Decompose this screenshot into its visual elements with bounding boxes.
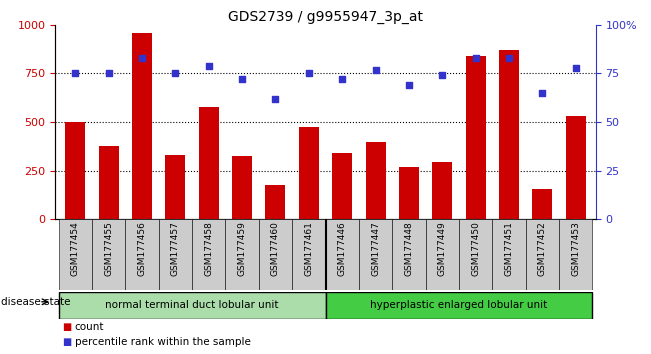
Point: [537, 90, 547, 96]
Point: [104, 70, 114, 76]
Text: GSM177459: GSM177459: [238, 222, 247, 276]
Bar: [332, 153, 352, 219]
Text: GSM177457: GSM177457: [171, 222, 180, 276]
Text: GSM177453: GSM177453: [571, 222, 580, 276]
Text: normal terminal duct lobular unit: normal terminal duct lobular unit: [105, 300, 279, 310]
FancyBboxPatch shape: [59, 219, 92, 290]
FancyBboxPatch shape: [259, 219, 292, 290]
Point: [270, 96, 281, 102]
FancyBboxPatch shape: [492, 219, 525, 290]
Point: [337, 76, 348, 82]
Text: GSM177455: GSM177455: [104, 222, 113, 276]
Bar: [165, 155, 186, 219]
Point: [404, 82, 414, 88]
Bar: [465, 56, 486, 219]
Point: [70, 70, 81, 76]
Point: [237, 76, 247, 82]
Text: disease state: disease state: [1, 297, 71, 307]
FancyBboxPatch shape: [59, 292, 326, 319]
FancyBboxPatch shape: [326, 292, 592, 319]
Bar: [199, 107, 219, 219]
Bar: [65, 122, 85, 219]
FancyBboxPatch shape: [292, 219, 326, 290]
Bar: [566, 116, 586, 219]
Text: percentile rank within the sample: percentile rank within the sample: [75, 337, 251, 347]
Point: [303, 70, 314, 76]
FancyBboxPatch shape: [559, 219, 592, 290]
Bar: [499, 50, 519, 219]
Text: GSM177452: GSM177452: [538, 222, 547, 276]
FancyBboxPatch shape: [459, 219, 492, 290]
Text: GSM177458: GSM177458: [204, 222, 214, 276]
Point: [170, 70, 180, 76]
Text: GSM177460: GSM177460: [271, 222, 280, 276]
Text: GSM177454: GSM177454: [71, 222, 80, 276]
Text: GSM177451: GSM177451: [505, 222, 514, 276]
Point: [570, 65, 581, 70]
Text: GSM177447: GSM177447: [371, 222, 380, 276]
Text: hyperplastic enlarged lobular unit: hyperplastic enlarged lobular unit: [370, 300, 547, 310]
Bar: [432, 162, 452, 219]
Bar: [365, 142, 385, 219]
Bar: [232, 156, 252, 219]
Point: [437, 73, 447, 78]
Point: [471, 55, 481, 61]
FancyBboxPatch shape: [225, 219, 259, 290]
FancyBboxPatch shape: [92, 219, 126, 290]
Point: [137, 55, 147, 61]
Point: [204, 63, 214, 68]
FancyBboxPatch shape: [159, 219, 192, 290]
Bar: [299, 127, 319, 219]
Point: [370, 67, 381, 72]
Bar: [399, 167, 419, 219]
Text: count: count: [75, 322, 104, 332]
Bar: [132, 33, 152, 219]
Text: GSM177456: GSM177456: [137, 222, 146, 276]
Text: GSM177448: GSM177448: [404, 222, 413, 276]
Text: GSM177449: GSM177449: [437, 222, 447, 276]
Bar: [266, 185, 286, 219]
Text: GSM177450: GSM177450: [471, 222, 480, 276]
FancyBboxPatch shape: [426, 219, 459, 290]
FancyBboxPatch shape: [359, 219, 392, 290]
Bar: [533, 189, 552, 219]
FancyBboxPatch shape: [525, 219, 559, 290]
Text: ■: ■: [62, 337, 71, 347]
FancyBboxPatch shape: [392, 219, 426, 290]
Text: GSM177446: GSM177446: [338, 222, 347, 276]
FancyBboxPatch shape: [126, 219, 159, 290]
FancyBboxPatch shape: [326, 219, 359, 290]
Text: ■: ■: [62, 322, 71, 332]
Text: GSM177461: GSM177461: [304, 222, 313, 276]
FancyBboxPatch shape: [192, 219, 225, 290]
Title: GDS2739 / g9955947_3p_at: GDS2739 / g9955947_3p_at: [228, 10, 423, 24]
Bar: [99, 147, 118, 219]
Point: [504, 55, 514, 61]
